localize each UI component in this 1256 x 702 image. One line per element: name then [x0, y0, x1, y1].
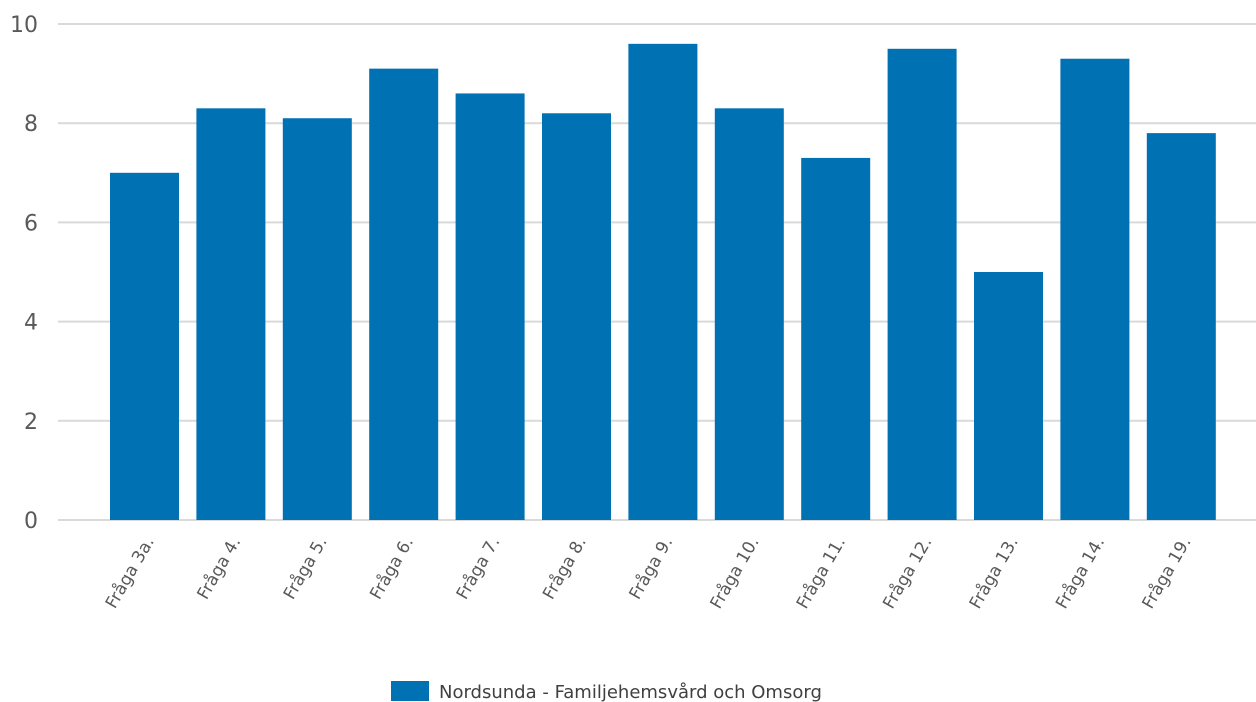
x-tick-label: Fråga 11. — [792, 533, 850, 612]
bar — [1146, 133, 1216, 520]
x-tick-label: Fråga 7. — [452, 533, 505, 603]
x-tick-label: Fråga 19. — [1138, 533, 1196, 612]
legend: Nordsunda - Familjehemsvård och Omsorg — [391, 681, 822, 702]
x-tick-label: Fråga 14. — [1051, 533, 1109, 612]
bar — [974, 272, 1043, 520]
bar — [887, 48, 957, 521]
y-tick-label: 6 — [24, 211, 38, 236]
y-tick-label: 4 — [24, 311, 38, 336]
bar — [1060, 58, 1130, 520]
bar — [282, 118, 352, 521]
x-tick-label: Fråga 13. — [965, 533, 1023, 612]
x-tick-label: Fråga 8. — [538, 533, 591, 603]
bars — [110, 43, 1216, 521]
y-axis-ticks: 0 2 4 6 8 10 — [10, 13, 38, 534]
bar — [801, 157, 871, 521]
x-axis-ticks: Fråga 3a. Fråga 4. Fråga 5. Fråga 6. Fråga 7… — [101, 533, 1196, 612]
bar — [628, 43, 698, 521]
bar — [110, 172, 179, 521]
bar — [455, 93, 525, 520]
x-tick-label: Fråga 4. — [193, 533, 246, 603]
bar — [196, 108, 266, 520]
x-tick-label: Fråga 9. — [625, 533, 678, 603]
x-tick-label: Fråga 6. — [365, 533, 418, 603]
legend-swatch — [391, 681, 429, 701]
x-tick-label: Fråga 12. — [878, 533, 936, 612]
x-tick-label: Fråga 5. — [279, 533, 332, 603]
y-tick-label: 0 — [24, 509, 38, 534]
x-tick-label: Fråga 10. — [706, 533, 764, 612]
y-tick-label: 10 — [10, 13, 38, 38]
bar — [369, 68, 439, 520]
y-tick-label: 2 — [24, 410, 38, 435]
legend-label: Nordsunda - Familjehemsvård och Omsorg — [439, 682, 822, 702]
y-tick-label: 8 — [24, 112, 38, 137]
bar — [542, 113, 611, 520]
x-tick-label: Fråga 3a. — [101, 533, 159, 612]
bar — [714, 108, 784, 520]
